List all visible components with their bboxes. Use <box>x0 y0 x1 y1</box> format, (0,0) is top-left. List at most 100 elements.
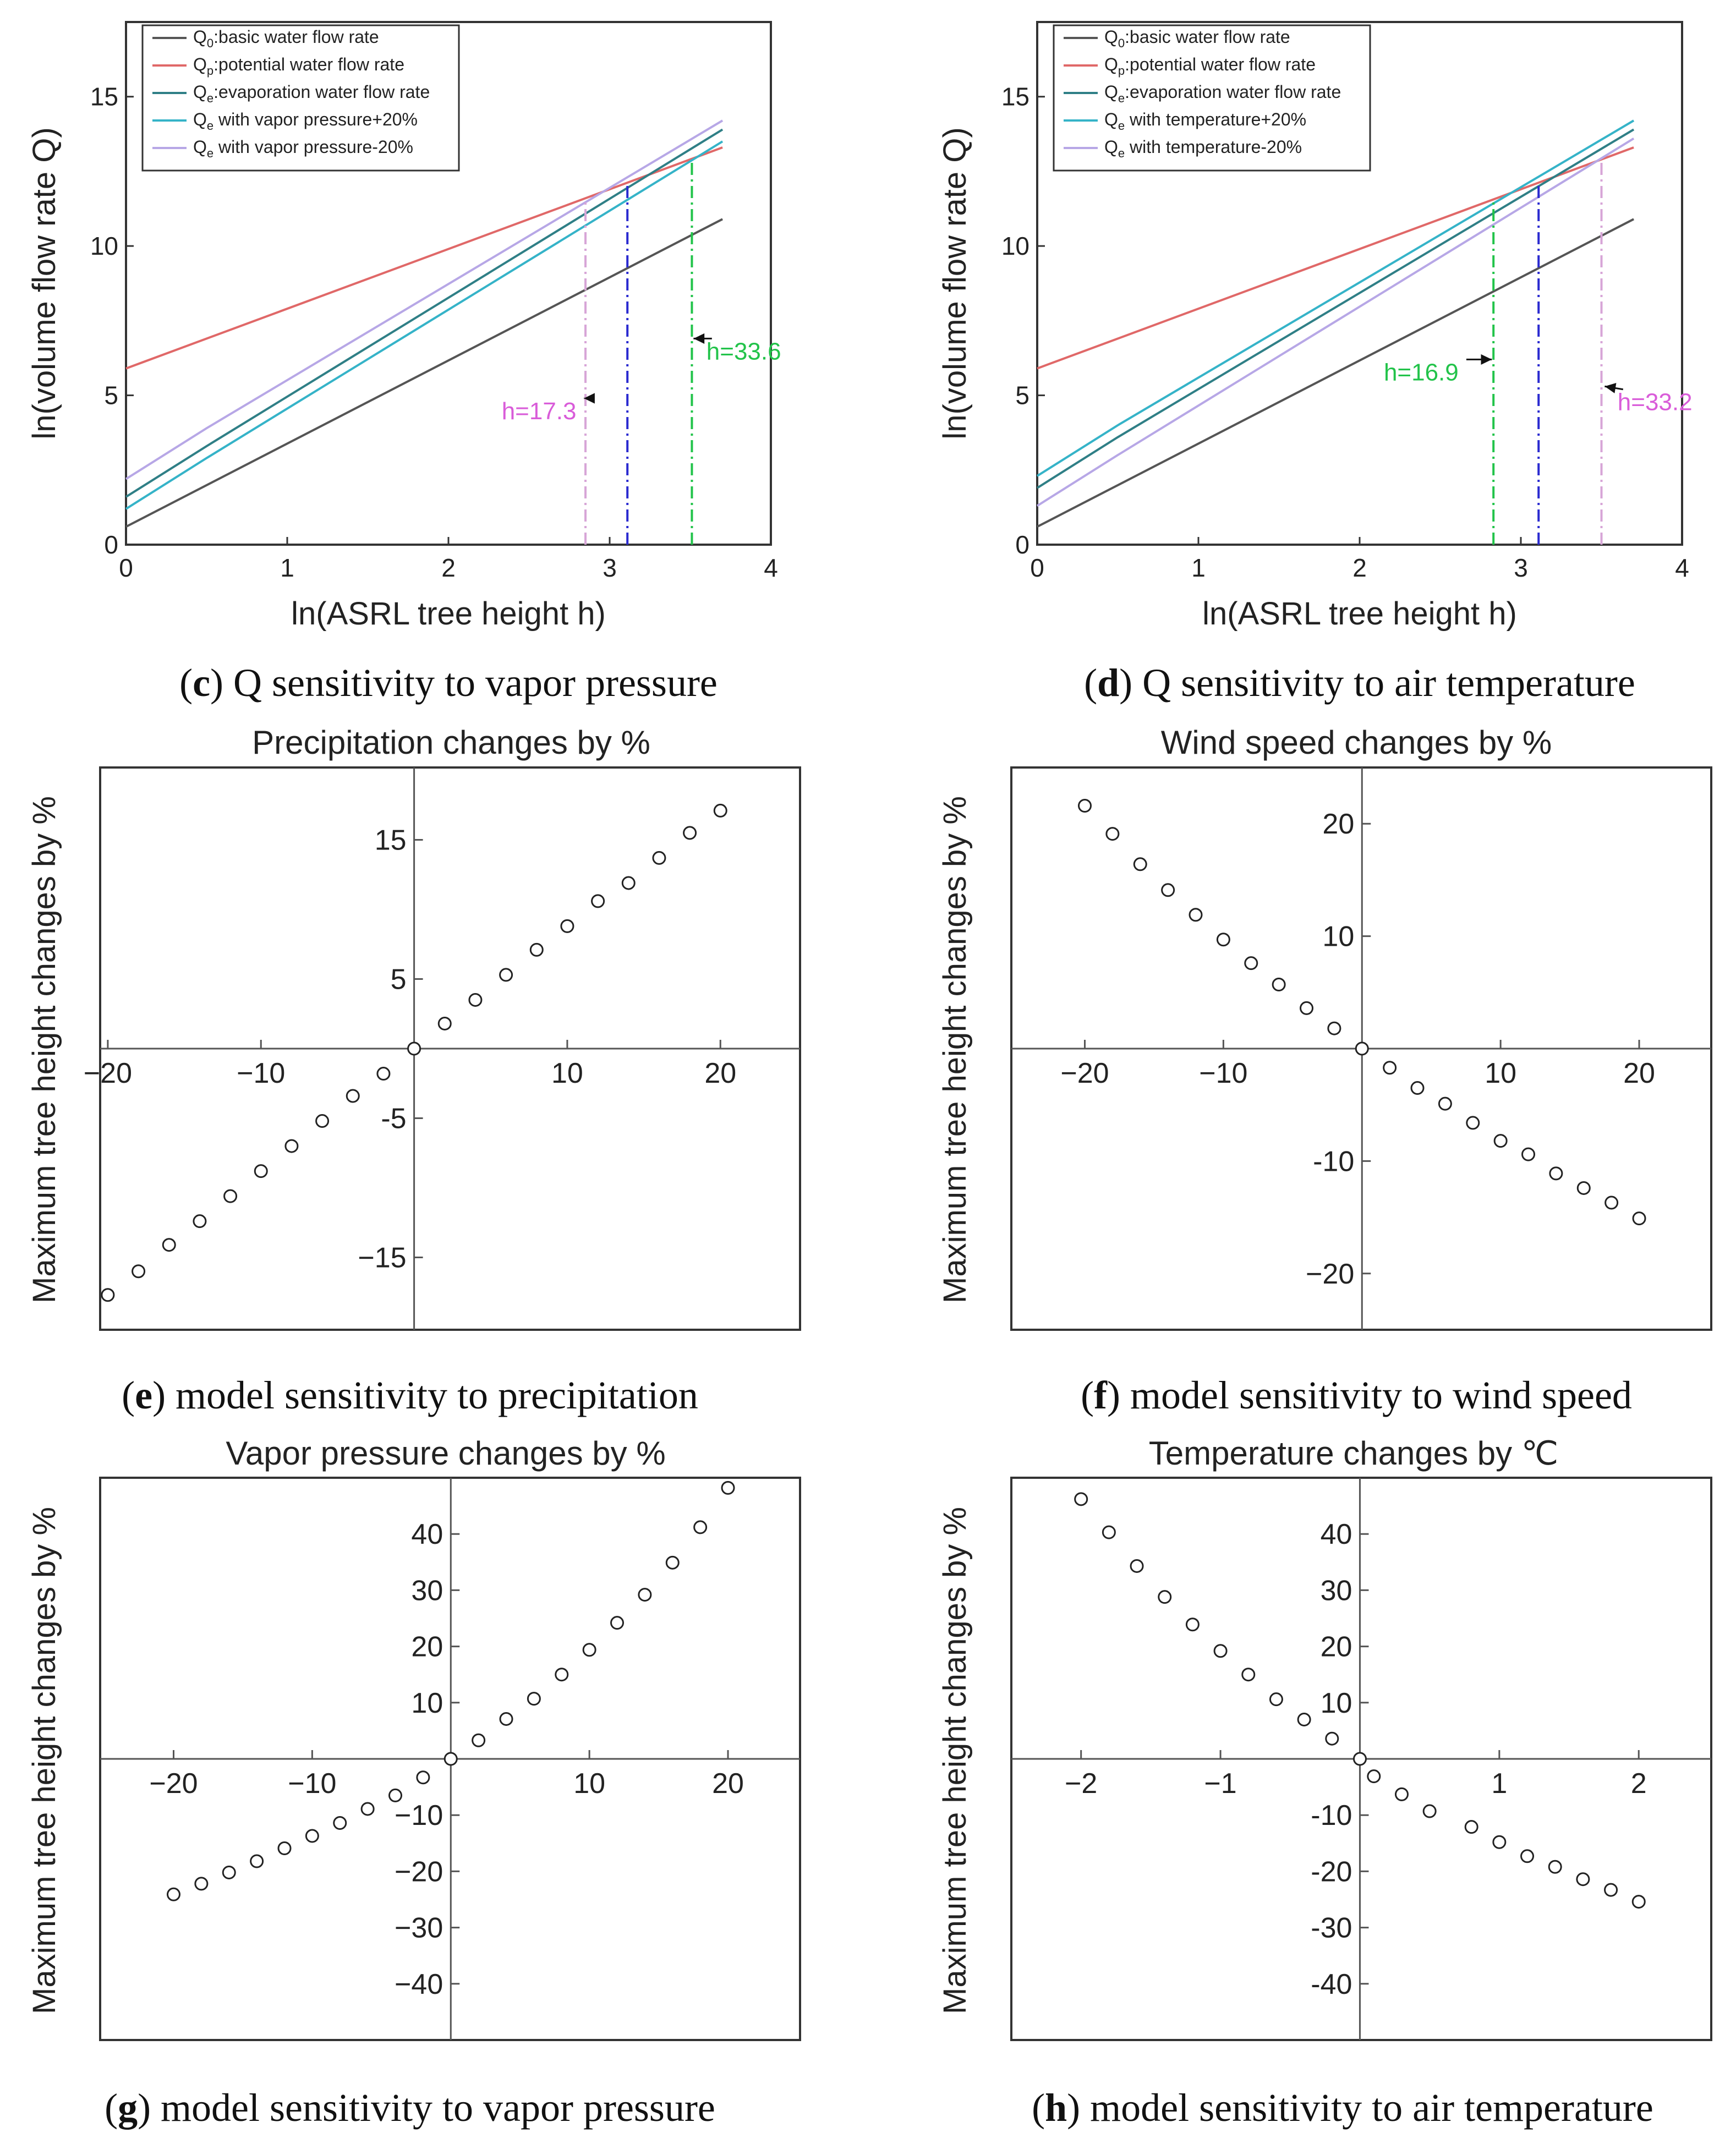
chart-title: Temperature changes by ℃ <box>1149 1435 1558 1472</box>
data-point-4 <box>277 1841 292 1855</box>
data-point-16 <box>1520 1849 1535 1863</box>
y-tick-label-5: -20 <box>1311 1856 1352 1888</box>
tick-layer: 0 1 2 3 4 0 5 10 15 <box>1001 83 1689 582</box>
y-tick-label-1: 5 <box>104 381 118 410</box>
data-point-0 <box>1077 798 1092 813</box>
annotation-arrowhead-1 <box>693 333 705 344</box>
panel-d: h=16.9 h=33.2 0 1 2 3 4 0 5 10 15 Q0:basic water … <box>937 21 1693 705</box>
data-point-13 <box>499 968 513 982</box>
y-tick-label-0: 0 <box>104 530 118 559</box>
y-tick-label-0: 40 <box>411 1518 443 1550</box>
data-point-18 <box>1576 1872 1590 1887</box>
data-point-7 <box>360 1802 375 1816</box>
legend-entry-4: Qe with temperature-20% <box>1104 137 1302 160</box>
data-point-8 <box>1300 1001 1314 1015</box>
caption-text: ) model sensitivity to precipitation <box>152 1373 698 1417</box>
tick-layer: −20 −10 10 20 40 30 20 10 −10 −20 −30 −40 <box>100 1478 800 2040</box>
data-point-4 <box>1185 1617 1200 1632</box>
caption-text: ) model sensitivity to wind speed <box>1107 1373 1632 1417</box>
data-point-3 <box>250 1854 264 1868</box>
y-tick-label-6: −30 <box>395 1912 443 1944</box>
data-point-4 <box>1189 908 1203 922</box>
x-tick-label-3: 20 <box>712 1768 744 1800</box>
y-tick-label-3: 10 <box>411 1687 443 1719</box>
caption-open: ( <box>105 2086 118 2130</box>
series-line-2 <box>1036 128 1635 489</box>
caption: (f) model sensitivity to wind speed <box>1081 1373 1632 1417</box>
data-point-0 <box>101 1288 115 1302</box>
caption: (e) model sensitivity to precipitation <box>122 1373 698 1417</box>
data-point-18 <box>652 851 666 865</box>
data-point-17 <box>1549 1166 1563 1181</box>
caption-open: ( <box>1032 2086 1045 2130</box>
annotation-arrowhead-0 <box>584 393 595 404</box>
x-tick-label-1: 1 <box>280 553 294 582</box>
point-layer <box>166 1480 735 1901</box>
tick-layer: 0 1 2 3 4 0 5 10 15 <box>90 83 778 582</box>
x-tick-label-4: 4 <box>764 553 778 582</box>
series-layer <box>125 119 724 528</box>
data-point-10 <box>443 1752 458 1766</box>
x-tick-label-2: 10 <box>1485 1057 1516 1089</box>
data-point-0 <box>166 1887 180 1901</box>
legend-entry-0: Q0:basic water flow rate <box>1104 27 1290 50</box>
x-tick-label-1: −10 <box>1199 1057 1247 1089</box>
data-point-5 <box>254 1164 268 1178</box>
legend-entry-3: Qe with vapor pressure+20% <box>193 109 418 133</box>
x-tick-label-1: −10 <box>237 1057 285 1089</box>
x-tick-label-0: 0 <box>1030 553 1044 582</box>
series-line-1 <box>125 146 723 370</box>
legend-entry-1: Qp:potential water flow rate <box>1104 54 1316 78</box>
annotation-layer: h=17.3 h=33.6 <box>502 333 781 425</box>
annotation-layer: h=16.9 h=33.2 <box>1384 354 1693 416</box>
y-tick-label-3: −20 <box>1306 1258 1354 1290</box>
x-tick-label-2: 10 <box>573 1768 605 1800</box>
y-tick-label-2: 10 <box>1001 232 1029 260</box>
data-point-13 <box>1438 1096 1452 1111</box>
series-line-0 <box>1037 218 1635 528</box>
series-line-4 <box>1036 137 1635 507</box>
x-tick-label-3: 20 <box>1623 1057 1655 1089</box>
x-tick-label-4: 4 <box>1675 553 1689 582</box>
data-point-12 <box>1394 1787 1409 1801</box>
data-point-14 <box>1464 1820 1478 1834</box>
x-tick-label-2: 1 <box>1491 1768 1507 1800</box>
data-point-10 <box>1352 1752 1367 1766</box>
y-tick-label-0: 15 <box>375 825 407 857</box>
data-point-15 <box>560 919 574 933</box>
annotation-arrowhead-1 <box>1604 383 1617 393</box>
legend-entry-0: Q0:basic water flow rate <box>193 27 379 50</box>
data-point-14 <box>529 942 544 957</box>
caption-text: ) model sensitivity to vapor pressure <box>138 2086 715 2130</box>
x-tick-label-3: 20 <box>704 1057 736 1089</box>
data-point-9 <box>1325 1731 1339 1746</box>
annotation-label-1: h=33.6 <box>707 338 781 365</box>
x-axis-label: ln(ASRL tree height h) <box>1202 596 1517 632</box>
caption-letter: f <box>1094 1373 1108 1417</box>
caption-text: ) Q sensitivity to air temperature <box>1119 661 1635 705</box>
data-point-1 <box>1105 827 1120 841</box>
y-tick-label-1: 30 <box>411 1575 443 1606</box>
legend-entry-2: Qe:evaporation water flow rate <box>1104 82 1341 105</box>
data-point-14 <box>555 1668 569 1682</box>
data-point-5 <box>1216 933 1230 947</box>
y-tick-label-2: -10 <box>1313 1145 1354 1177</box>
y-tick-label-4: -10 <box>1311 1800 1352 1832</box>
data-point-3 <box>1161 883 1175 897</box>
y-tick-label-1: 5 <box>391 964 407 996</box>
data-point-15 <box>582 1643 596 1657</box>
data-point-9 <box>416 1770 430 1785</box>
caption: (h) model sensitivity to air temperature <box>1032 2086 1653 2130</box>
x-tick-label-2: 2 <box>1352 553 1367 582</box>
legend-entry-3: Qe with temperature+20% <box>1104 109 1306 133</box>
caption-text: ) model sensitivity to air temperature <box>1067 2086 1653 2130</box>
y-axis-label: Maximum tree height changes by % <box>937 796 973 1303</box>
y-tick-label-3: 10 <box>1321 1687 1352 1719</box>
data-point-17 <box>1548 1860 1562 1874</box>
y-tick-label-0: 20 <box>1322 808 1354 840</box>
chart-title: Precipitation changes by % <box>252 724 650 761</box>
caption-open: ( <box>122 1373 135 1417</box>
tick-layer: −20 −10 10 20 15 5 -5 −15 <box>84 767 800 1330</box>
data-point-15 <box>1493 1134 1508 1148</box>
data-point-20 <box>1632 1211 1646 1226</box>
